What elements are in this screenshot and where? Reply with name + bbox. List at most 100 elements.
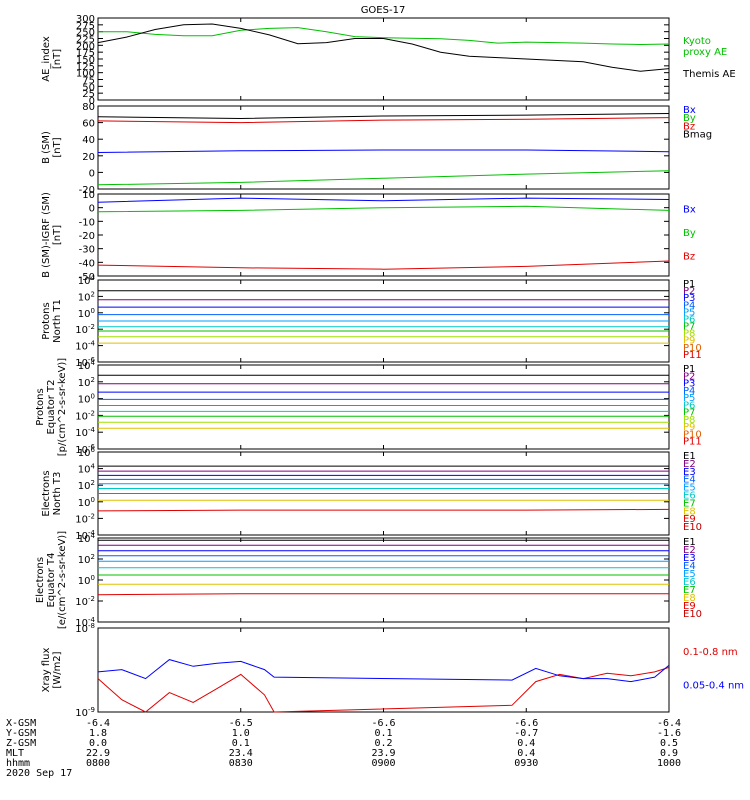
y-axis-label: Electrons [41, 470, 52, 516]
legend-entry: P5 [683, 393, 695, 404]
legend-entry: E4 [683, 475, 696, 486]
legend-entry: Bz [683, 252, 695, 263]
legend-entry: E3 [683, 553, 696, 564]
legend-entry: E1 [683, 537, 696, 548]
time-axis-value: 0830 [228, 758, 253, 769]
y-tick-label: 100 [78, 574, 95, 587]
time-axis-value: 0800 [85, 758, 111, 769]
y-axis-label: [p/(cm^2-s-sr-keV)] [57, 358, 68, 457]
series-line-bz [97, 117, 670, 124]
legend-entry: E2 [683, 459, 696, 470]
time-axis-row-label: X-GSM [6, 718, 37, 729]
series-line-by [97, 205, 670, 213]
y-tick-label: 50 [82, 82, 95, 93]
y-tick-label: 104 [78, 463, 96, 476]
y-tick-label: 10-4 [75, 340, 95, 353]
time-axis-value: -6.5 [228, 718, 253, 729]
y-tick-label: 102 [78, 290, 95, 303]
y-tick-label: 200 [76, 41, 95, 52]
y-tick-label: 275 [76, 21, 95, 32]
legend-entry: P10 [683, 343, 702, 354]
legend-entry: 0.05-0.4 nm [683, 680, 744, 691]
legend-entry: P7 [683, 322, 695, 333]
time-axis-value: 1.0 [231, 728, 250, 739]
y-tick-label: 104 [78, 274, 96, 287]
y-axis-label: Equator T4 [46, 553, 57, 608]
y-tick-label: 125 [76, 62, 95, 73]
y-tick-label: 100 [78, 307, 95, 320]
date-label: 2020 Sep 17 [6, 768, 73, 779]
y-tick-label: 150 [76, 55, 95, 66]
legend-entry: By [683, 113, 696, 124]
y-axis-label: [nT] [52, 225, 63, 245]
legend-entry: By [683, 228, 696, 239]
legend-entry: E9 [683, 601, 696, 612]
legend-entry: P6 [683, 400, 695, 411]
time-axis-value: -0.7 [514, 728, 539, 739]
y-tick-label: 40 [82, 135, 95, 146]
legend-entry: E7 [683, 498, 696, 509]
time-axis-value: 1.8 [88, 728, 108, 739]
legend-entry: E2 [683, 545, 696, 556]
series-line-e9 [97, 593, 669, 596]
y-tick-label: 10-2 [75, 323, 95, 336]
y-tick-label: 0 [89, 96, 95, 107]
series-line-themis-ae [97, 23, 670, 72]
y-tick-label: 75 [82, 76, 95, 87]
time-axis-value: -1.6 [656, 728, 682, 739]
legend-entry: E8 [683, 506, 696, 517]
legend-entry: 0.1-0.8 nm [683, 647, 738, 658]
y-tick-label: 175 [76, 48, 95, 59]
y-tick-label: 10-4 [75, 426, 95, 439]
y-axis-label: [nT] [52, 137, 63, 157]
time-axis-value: 23.9 [371, 748, 396, 759]
legend-entry: E5 [683, 483, 696, 494]
y-axis-label: North T3 [52, 472, 63, 516]
legend-entry: P1 [683, 364, 695, 375]
legend-entry: E4 [683, 561, 696, 572]
time-axis-value: 0.1 [374, 728, 393, 739]
y-axis-label: Protons [35, 388, 46, 425]
y-axis-label: [W/m2] [52, 651, 63, 688]
legend-entry: P9 [683, 422, 695, 433]
y-tick-label: -30 [79, 245, 95, 256]
time-axis-value: -6.4 [85, 718, 111, 729]
y-tick-label: -10 [79, 217, 95, 228]
legend-entry: E7 [683, 585, 696, 596]
y-tick-label: 106 [78, 446, 96, 459]
time-axis-value: 0.0 [88, 738, 108, 749]
y-axis-label: B (SM)-IGRF (SM) [41, 192, 52, 278]
legend-entry: P3 [683, 293, 695, 304]
legend-entry: P2 [683, 371, 695, 382]
y-tick-label: -20 [79, 231, 95, 242]
legend-entry: E5 [683, 569, 696, 580]
legend-entry: Themis AE [682, 69, 736, 80]
time-axis-value: 23.4 [228, 748, 253, 759]
series-line-bx [97, 149, 670, 153]
legend-entry: P4 [683, 300, 695, 311]
legend-entry: E6 [683, 491, 696, 502]
y-tick-label: 0 [89, 204, 95, 215]
legend-entry: P6 [683, 314, 695, 325]
legend-entry: Bx [683, 205, 696, 216]
time-axis-value: 0900 [371, 758, 396, 769]
y-tick-label: 104 [78, 359, 96, 372]
legend-entry: E8 [683, 593, 696, 604]
chart-title: GOES-17 [361, 5, 406, 16]
y-axis-label: AE_index [41, 36, 52, 82]
series-line-e9 [97, 508, 670, 512]
y-axis-label: [e/(cm^2-s-sr-keV)] [57, 531, 68, 629]
y-tick-label: 10-2 [75, 512, 95, 525]
legend-entry: P1 [683, 279, 695, 290]
y-tick-label: 10-2 [75, 595, 95, 608]
legend-entry: Bx [683, 105, 696, 116]
series-line-0.1-0.8-nm [97, 666, 670, 713]
legend-entry: E6 [683, 577, 696, 588]
y-axis-label: Electrons [35, 557, 46, 603]
legend-entry: P8 [683, 329, 695, 340]
